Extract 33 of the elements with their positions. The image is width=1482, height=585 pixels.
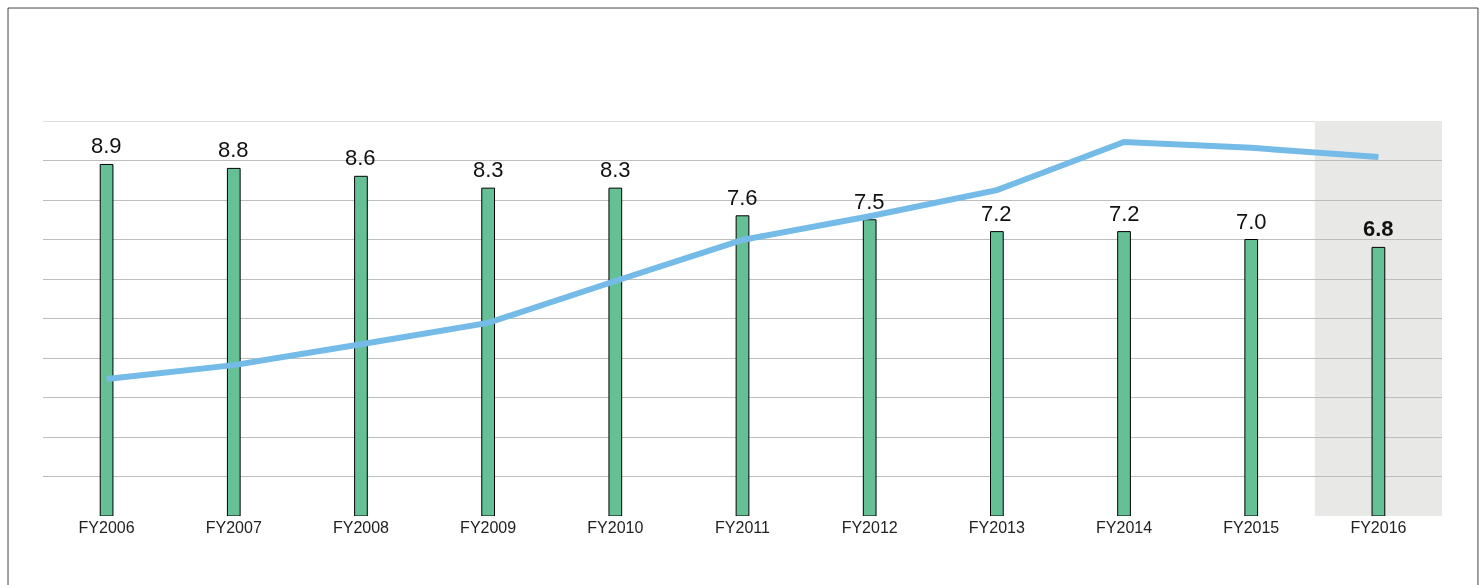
data-label: 7.0 [1236,209,1267,234]
data-label: 6.8 [1363,216,1394,241]
bar [354,175,368,516]
x-tick-label: FY2013 [968,519,1025,536]
bar [1371,246,1386,516]
bar [608,187,623,516]
x-tick-label: FY2011 [715,519,771,536]
bar [99,163,114,516]
data-label: 7.2 [981,201,1012,226]
bar [1244,239,1259,516]
x-tick-label: FY2010 [587,519,644,536]
bar [990,231,1004,516]
data-label: 8.8 [218,137,249,162]
bar [226,167,241,516]
data-label: 7.5 [854,189,885,214]
x-tick-label: FY2015 [1223,519,1280,536]
data-label: 8.3 [473,157,504,182]
bar [735,215,750,516]
x-tick-label: FY2007 [205,519,262,536]
x-tick-label: FY2014 [1096,519,1153,536]
data-label: 8.9 [91,133,122,158]
x-tick-label: FY2016 [1350,519,1407,536]
x-tick-label: FY2009 [460,519,517,536]
data-label: 7.2 [1109,201,1140,226]
data-label: 8.6 [345,145,376,170]
data-label: 8.3 [600,157,631,182]
bar [481,187,495,516]
bar [1117,231,1131,516]
x-tick-label: FY2006 [78,519,135,536]
bar [862,219,877,516]
data-label: 7.6 [727,185,758,210]
x-tick-label: FY2008 [332,519,390,536]
x-tick-label: FY2012 [841,519,898,536]
